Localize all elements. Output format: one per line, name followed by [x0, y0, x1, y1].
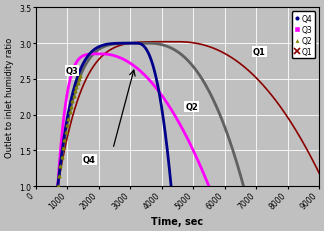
Text: Q4: Q4 [83, 155, 96, 164]
Text: Q2: Q2 [185, 102, 198, 111]
Y-axis label: Outlet to inlet humidity ratio: Outlet to inlet humidity ratio [5, 37, 14, 157]
Text: Q3: Q3 [65, 67, 78, 76]
Text: Q1: Q1 [253, 48, 266, 57]
Legend: Q4, Q3, Q2, Q1: Q4, Q3, Q2, Q1 [292, 12, 315, 59]
X-axis label: Time, sec: Time, sec [151, 216, 203, 226]
